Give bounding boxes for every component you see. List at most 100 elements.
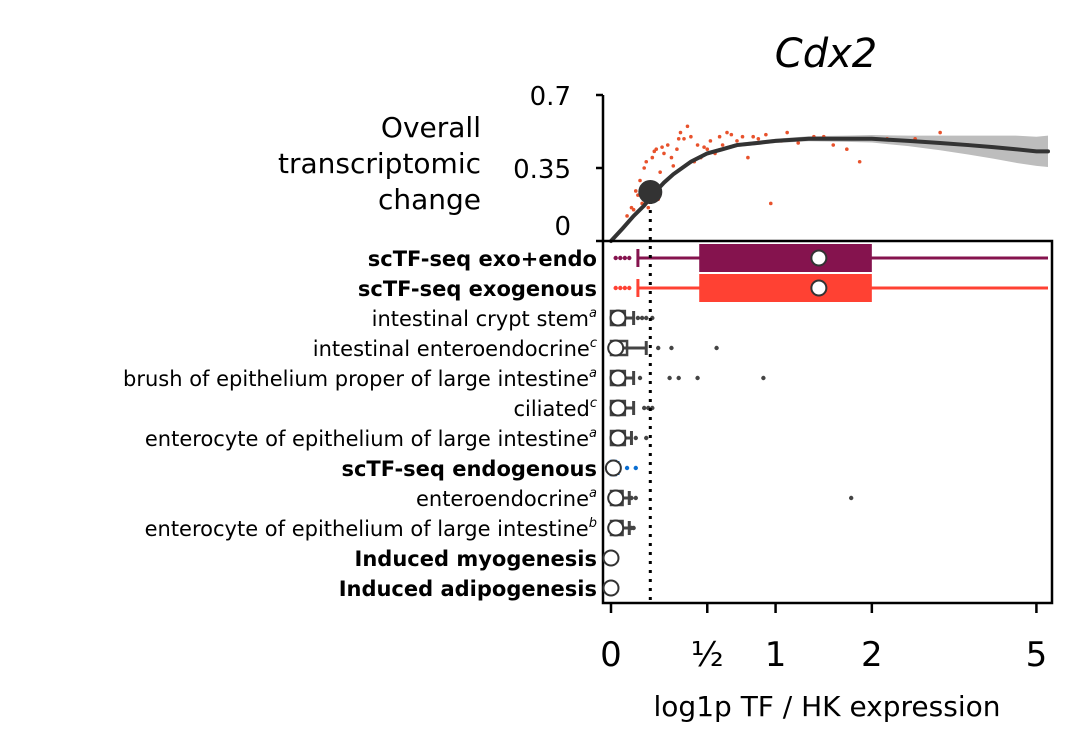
row-label: enterocyte of epithelium of large intest… xyxy=(145,516,597,541)
row-label: scTF-seq exogenous xyxy=(358,277,597,301)
scatter-point xyxy=(735,139,739,143)
scatter-point xyxy=(740,134,745,139)
box-row xyxy=(602,549,620,567)
scatter-point xyxy=(938,130,942,135)
outlier-point xyxy=(695,375,700,381)
box-row xyxy=(613,244,1048,272)
top-y-axis: 0 0.35 0.7 xyxy=(513,82,605,243)
median-marker xyxy=(609,399,627,417)
scatter-point xyxy=(729,132,734,137)
scatter-point xyxy=(764,132,768,137)
median-marker xyxy=(604,459,622,477)
scatter-point xyxy=(676,137,681,141)
scatter-point xyxy=(654,147,659,152)
outlier-point xyxy=(635,315,641,321)
scatter-point xyxy=(689,134,693,139)
row-label-text: Induced myogenesis xyxy=(355,547,597,571)
x-tick-label: 1 xyxy=(765,635,787,675)
box-row xyxy=(613,274,1048,302)
scatter-point xyxy=(650,155,655,160)
scatter-point xyxy=(660,145,664,149)
row-label: enterocyte of epithelium of large intest… xyxy=(145,426,597,451)
y-label-line: transcriptomic xyxy=(278,147,481,180)
median-marker xyxy=(609,309,627,327)
iqr-bar xyxy=(699,274,872,302)
scatter-point xyxy=(725,130,729,135)
scatter-point xyxy=(796,141,801,145)
row-label: intestinal crypt stema xyxy=(372,306,597,331)
scatter-point xyxy=(644,159,649,164)
box-rows xyxy=(602,244,1048,597)
row-label-text: ciliated xyxy=(513,397,589,421)
row-label-superscript: b xyxy=(589,516,597,531)
outlier-point xyxy=(714,345,719,351)
outlier-point xyxy=(629,495,634,501)
bottom-panel-frame xyxy=(601,239,1054,605)
outlier-point xyxy=(618,285,623,291)
row-label-superscript: a xyxy=(589,486,597,501)
row-label-text: enterocyte of epithelium of large intest… xyxy=(145,517,589,541)
scatter-point xyxy=(845,147,849,152)
scatter-point xyxy=(746,155,750,160)
scatter-point xyxy=(631,207,636,212)
x-tick-label: ½ xyxy=(691,635,724,675)
row-label-text: brush of epithelium proper of large inte… xyxy=(123,367,589,391)
outlier-point xyxy=(624,465,630,471)
scatter-point xyxy=(682,137,686,141)
x-axis-label: log1p TF / HK expression xyxy=(654,690,1001,723)
scatter-point xyxy=(751,134,755,139)
row-label-superscript: c xyxy=(590,336,597,351)
outlier-point xyxy=(633,495,638,501)
outlier-point xyxy=(622,255,628,261)
row-label: brush of epithelium proper of large inte… xyxy=(123,366,597,391)
scatter-point xyxy=(756,137,761,141)
box-row xyxy=(609,399,655,417)
outlier-point xyxy=(761,375,766,381)
median-marker xyxy=(810,249,828,267)
median-marker xyxy=(602,579,620,597)
y-label-line: Overall xyxy=(381,111,481,144)
row-label-superscript: a xyxy=(589,306,597,321)
scatter-point xyxy=(720,143,725,147)
scatter-point xyxy=(633,189,638,193)
row-label: intestinal enteroendocrinec xyxy=(313,336,597,361)
bottom-x-axis: 0 ½ 1 2 5 xyxy=(600,603,1047,675)
median-marker xyxy=(607,339,625,357)
scatter-point xyxy=(662,151,666,156)
median-marker xyxy=(607,489,625,507)
outlier-point xyxy=(618,255,623,261)
row-label-text: intestinal crypt stem xyxy=(372,307,589,331)
box-row xyxy=(607,489,854,507)
outlier-point xyxy=(656,345,661,351)
box-row xyxy=(607,339,719,357)
row-label-text: scTF-seq exo+endo xyxy=(368,247,597,271)
scatter-point xyxy=(671,164,676,168)
box-row xyxy=(609,369,766,387)
outlier-point xyxy=(641,405,647,411)
outlier-point xyxy=(613,255,618,261)
box-row xyxy=(604,459,638,477)
y-tick-label: 0 xyxy=(554,212,571,242)
outlier-point xyxy=(622,285,628,291)
scatter-point xyxy=(658,170,662,174)
scatter-point xyxy=(638,178,642,183)
scatter-point xyxy=(678,130,683,135)
outlier-point xyxy=(627,255,632,261)
outlier-point xyxy=(633,465,638,471)
scatter-point xyxy=(695,143,700,147)
row-label-text: scTF-seq exogenous xyxy=(358,277,597,301)
scatter-point xyxy=(675,147,679,152)
scatter-point xyxy=(625,214,629,218)
outlier-point xyxy=(644,435,649,441)
outlier-point xyxy=(637,375,643,381)
row-label-text: enterocyte of epithelium of large intest… xyxy=(145,427,589,451)
row-label: Induced myogenesis xyxy=(355,547,597,571)
outlier-point xyxy=(633,435,638,441)
median-marker xyxy=(609,429,627,447)
median-marker xyxy=(609,369,627,387)
box-row xyxy=(609,429,649,447)
scatter-point xyxy=(665,143,670,147)
chart-title: Cdx2 xyxy=(775,31,877,77)
